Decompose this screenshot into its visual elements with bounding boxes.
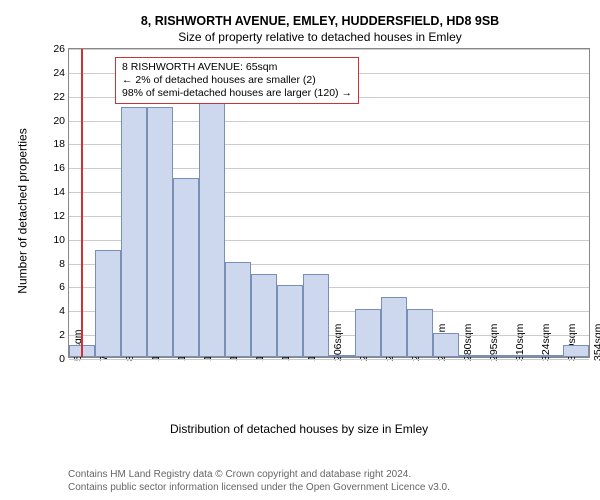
y-tick-label: 18 <box>53 138 65 150</box>
y-tick-label: 6 <box>59 281 65 293</box>
y-tick-label: 0 <box>59 353 65 365</box>
y-tick-label: 20 <box>53 115 65 127</box>
plot-area: 02468101214161820222426 58sqm73sqm88sqm1… <box>68 48 590 358</box>
histogram-bar <box>459 355 485 357</box>
histogram-bar <box>199 95 225 357</box>
y-tick-label: 24 <box>53 67 65 79</box>
grid-line <box>69 49 589 50</box>
histogram-bar <box>485 355 511 357</box>
histogram-bar <box>407 309 433 357</box>
y-tick-label: 8 <box>59 258 65 270</box>
grid-line <box>69 359 589 360</box>
histogram-bar <box>537 355 563 357</box>
y-axis: 02468101214161820222426 <box>47 49 67 357</box>
x-axis-label: Distribution of detached houses by size … <box>170 422 428 436</box>
chart-title: 8, RISHWORTH AVENUE, EMLEY, HUDDERSFIELD… <box>50 14 590 28</box>
histogram-bar <box>121 107 147 357</box>
y-axis-label: Number of detached properties <box>16 128 30 293</box>
y-tick-label: 26 <box>53 43 65 55</box>
histogram-bar <box>277 285 303 357</box>
footer-line-2: Contains public sector information licen… <box>68 481 590 494</box>
histogram-bar <box>251 274 277 357</box>
histogram-bar <box>563 345 589 357</box>
histogram-bar <box>433 333 459 357</box>
marker-line <box>81 49 83 357</box>
histogram-bar <box>329 355 355 357</box>
chart-container: 8, RISHWORTH AVENUE, EMLEY, HUDDERSFIELD… <box>50 14 590 412</box>
footer-line-1: Contains HM Land Registry data © Crown c… <box>68 468 590 481</box>
y-tick-label: 16 <box>53 162 65 174</box>
histogram-bar <box>225 262 251 357</box>
y-tick-label: 12 <box>53 210 65 222</box>
annotation-line-1: 8 RISHWORTH AVENUE: 65sqm <box>122 61 352 74</box>
annotation-box: 8 RISHWORTH AVENUE: 65sqm ← 2% of detach… <box>115 57 359 104</box>
footer: Contains HM Land Registry data © Crown c… <box>68 468 590 494</box>
histogram-bar <box>303 274 329 357</box>
histogram-bar <box>147 107 173 357</box>
y-tick-label: 22 <box>53 91 65 103</box>
histogram-bar <box>95 250 121 357</box>
annotation-line-2: ← 2% of detached houses are smaller (2) <box>122 74 352 87</box>
y-tick-label: 4 <box>59 305 65 317</box>
histogram-bar <box>173 178 199 357</box>
y-tick-label: 2 <box>59 329 65 341</box>
x-tick-label: 354sqm <box>592 324 600 361</box>
histogram-bar <box>355 309 381 357</box>
chart-subtitle: Size of property relative to detached ho… <box>50 30 590 44</box>
histogram-bar <box>381 297 407 357</box>
histogram-bar <box>511 355 537 357</box>
y-tick-label: 14 <box>53 186 65 198</box>
y-tick-label: 10 <box>53 234 65 246</box>
annotation-line-3: 98% of semi-detached houses are larger (… <box>122 87 352 100</box>
